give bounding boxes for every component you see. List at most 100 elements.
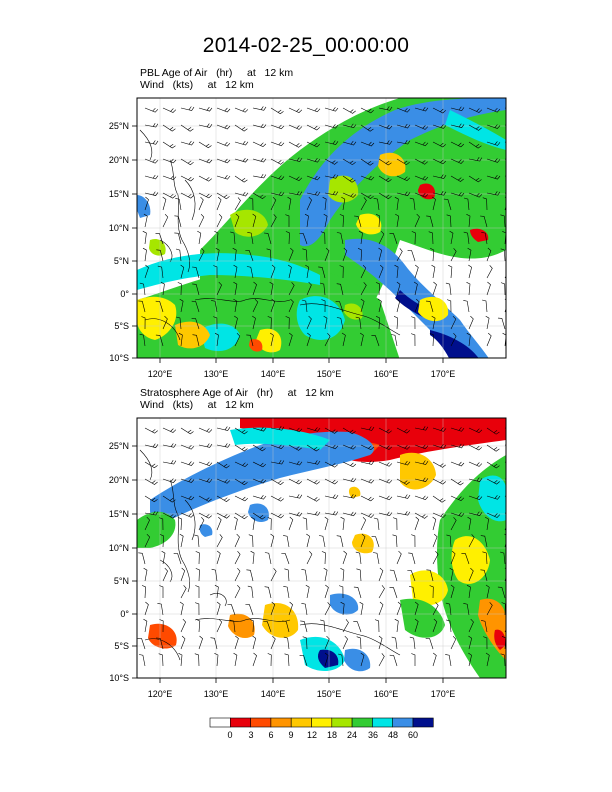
top-panel-title-line1: PBL Age of Air (hr) at 12 km: [140, 67, 294, 79]
wind-barb: [214, 584, 219, 599]
wind-barb: [324, 516, 329, 531]
wind-barb: [270, 264, 276, 279]
wind-barb: [144, 107, 159, 113]
wind-barb: [500, 248, 506, 262]
wind-barb: [139, 333, 146, 347]
wind-barb: [450, 106, 465, 112]
wind-barb: [288, 175, 303, 181]
wind-barb: [304, 213, 309, 228]
wind-barb: [413, 281, 418, 296]
lon-label: 140°E: [261, 369, 286, 379]
wind-barb: [175, 248, 182, 262]
wind-barb: [270, 158, 284, 165]
wind-barb: [162, 478, 177, 483]
wind-barb: [396, 123, 411, 129]
wind-barb: [180, 140, 195, 146]
colorbar-label: 18: [327, 730, 337, 740]
wind-barb: [198, 495, 212, 502]
wind-barb: [395, 213, 400, 228]
wind-barb: [198, 196, 204, 211]
wind-barb: [137, 638, 146, 650]
wind-barb: [214, 653, 219, 667]
wind-barb: [360, 124, 374, 132]
wind-barb: [486, 512, 501, 518]
wind-barb: [263, 232, 272, 245]
wind-barb: [234, 140, 249, 146]
wind-barb: [180, 461, 195, 466]
wind-barb: [432, 444, 447, 449]
wind-barb: [450, 584, 455, 599]
wind-barb: [466, 282, 471, 296]
wind-barb: [162, 192, 176, 199]
wind-barb: [198, 478, 213, 483]
lat-label: 5°S: [114, 641, 129, 651]
wind-barb: [162, 107, 177, 113]
wind-barb: [144, 264, 149, 279]
wind-barb: [288, 478, 302, 485]
pbl-age-map: 25°N 20°N 15°N 10°N 5°N 0° 5°S 10°S 120°…: [109, 97, 507, 379]
wind-barb: [216, 213, 223, 228]
wind-barb: [414, 192, 429, 198]
wind-barb: [360, 197, 367, 211]
wind-barb: [463, 197, 470, 211]
wind-barb: [284, 653, 290, 667]
lat-label: 25°N: [109, 441, 129, 451]
wind-barb: [468, 567, 474, 582]
wind-barb: [425, 300, 434, 313]
lat-label: 25°N: [109, 121, 129, 131]
wind-barb: [270, 495, 284, 502]
wind-barb: [450, 192, 465, 197]
wind-barb: [177, 282, 182, 296]
wind-barb: [180, 444, 195, 450]
top-panel-title-line2: Wind (kts) at 12 km: [140, 79, 254, 91]
wind-barb: [486, 602, 493, 616]
wind-barb: [486, 461, 500, 469]
wind-barb: [378, 478, 393, 484]
wind-barb: [162, 315, 168, 330]
wind-barb: [463, 231, 470, 245]
wind-barb: [468, 192, 483, 198]
wind-barb: [324, 158, 338, 165]
wind-barb: [468, 315, 474, 330]
wind-barb: [162, 427, 177, 433]
wind-barb: [466, 584, 471, 599]
wind-barb: [252, 281, 257, 296]
wind-barb: [324, 652, 329, 667]
wind-barb: [450, 315, 457, 330]
wind-barb: [252, 512, 266, 520]
wind-barb: [216, 443, 231, 448]
wind-barb: [155, 300, 164, 313]
wind-barb: [411, 653, 416, 666]
lat-label: 10°S: [109, 673, 129, 683]
wind-barb: [342, 158, 356, 166]
wind-barb: [378, 192, 392, 200]
wind-barb: [213, 316, 218, 330]
wind-barb: [301, 569, 308, 582]
wind-barb: [179, 601, 184, 616]
wind-barb: [173, 553, 182, 565]
wind-barb: [338, 585, 344, 599]
wind-barb: [360, 158, 374, 166]
wind-barb: [468, 652, 472, 667]
wind-barb: [301, 603, 308, 616]
wind-barb: [486, 191, 501, 196]
wind-barb: [342, 477, 357, 483]
lon-label: 170°E: [431, 689, 456, 699]
wind-barb: [396, 427, 411, 434]
wind-barb: [216, 107, 231, 113]
wind-barb: [409, 197, 416, 211]
wind-barb: [252, 426, 267, 432]
wind-barb: [178, 332, 183, 347]
lon-label: 130°E: [204, 689, 229, 699]
wind-barb: [410, 333, 416, 347]
wind-barb: [396, 460, 411, 466]
wind-barb: [264, 586, 272, 599]
wind-barb: [463, 603, 470, 616]
wind-barb: [414, 124, 429, 130]
wind-barb: [502, 332, 506, 347]
bottom-panel-title-line1: Stratosphere Age of Air (hr) at 12 km: [140, 387, 334, 399]
wind-barb: [234, 568, 241, 582]
wind-barb: [252, 106, 267, 111]
wind-barb: [426, 569, 434, 582]
wind-barb: [191, 300, 200, 313]
